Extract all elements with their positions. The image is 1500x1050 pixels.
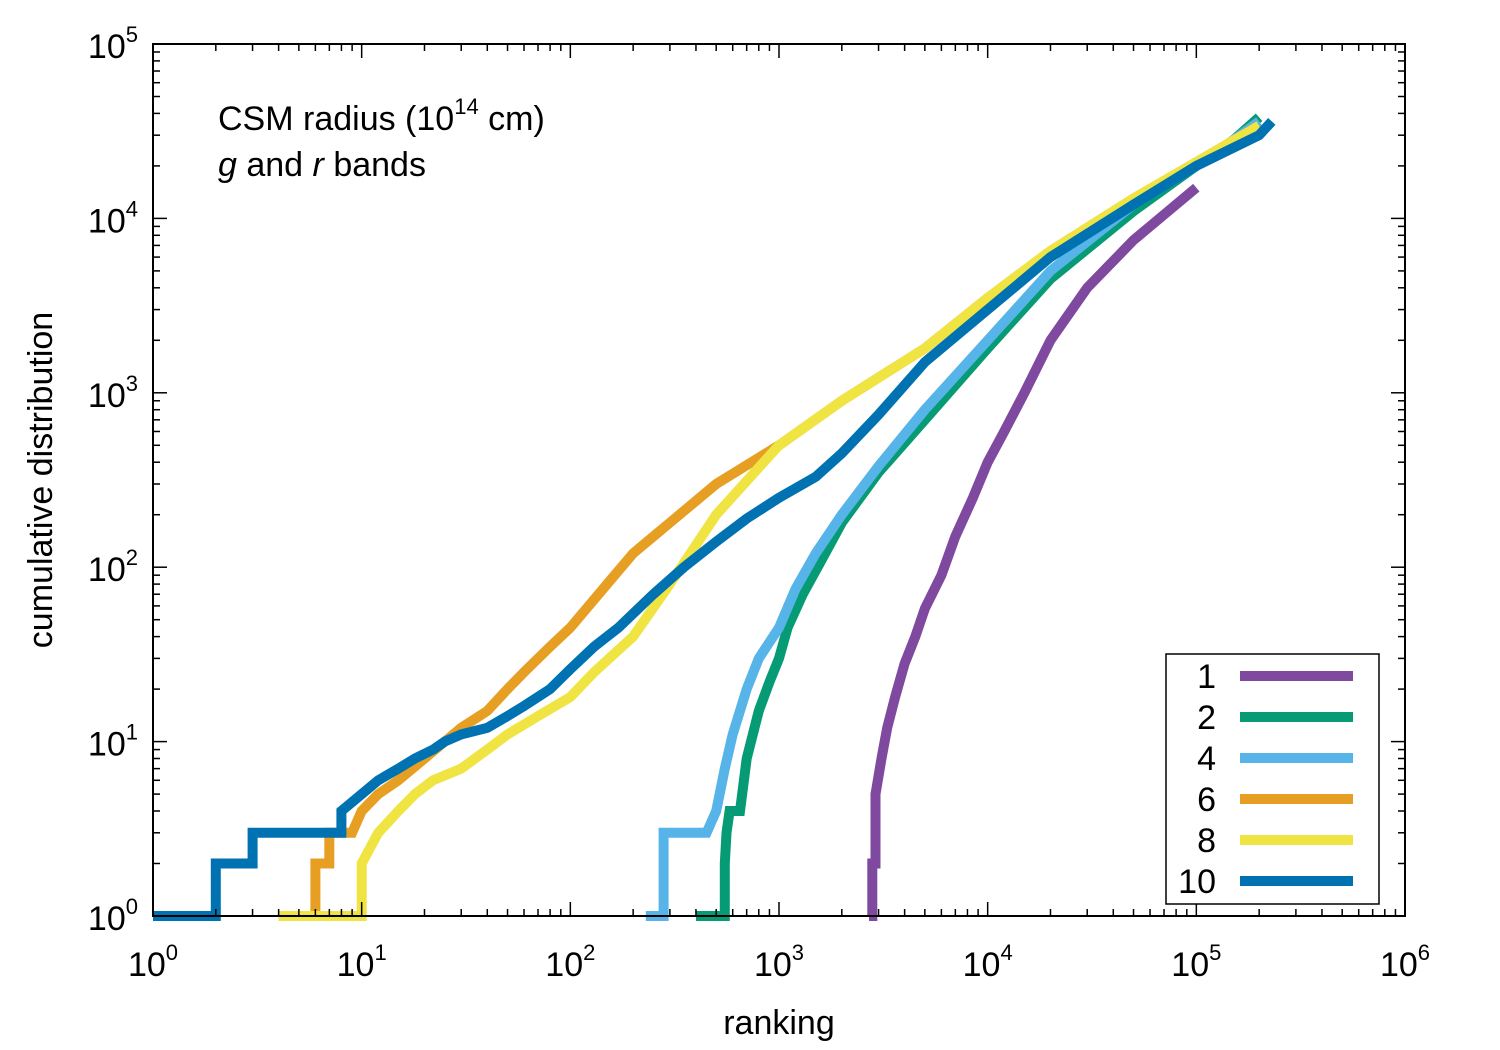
x-tick-base: 10 xyxy=(1171,946,1209,984)
legend-label: 6 xyxy=(1197,781,1216,819)
x-tick-base: 10 xyxy=(337,946,375,984)
legend-box xyxy=(1165,653,1380,905)
y-tick-exponent: 1 xyxy=(126,720,138,745)
series-line-2 xyxy=(696,113,1263,921)
y-tick-label: 104 xyxy=(88,196,138,240)
legend-label: 1 xyxy=(1197,658,1216,696)
y-tick-base: 10 xyxy=(88,202,126,240)
legend-entry-10: 10 xyxy=(1178,863,1353,901)
y-tick-exponent: 5 xyxy=(126,22,138,47)
x-tick-base: 10 xyxy=(545,946,583,984)
x-tick-label: 101 xyxy=(337,940,387,984)
x-tick-base: 10 xyxy=(1380,946,1418,984)
legend-entry-8: 8 xyxy=(1197,822,1353,860)
x-tick-exponent: 5 xyxy=(1209,940,1221,965)
legend-entry-1: 1 xyxy=(1197,658,1353,696)
legend-entry-6: 6 xyxy=(1197,781,1353,819)
x-tick-exponent: 2 xyxy=(583,940,595,965)
y-tick-exponent: 2 xyxy=(126,545,138,570)
x-tick-label: 103 xyxy=(754,940,804,984)
x-axis-label: ranking xyxy=(723,1004,835,1042)
legend-label: 4 xyxy=(1197,740,1216,778)
x-tick-exponent: 6 xyxy=(1418,940,1430,965)
y-tick-label: 101 xyxy=(88,720,138,764)
annotation-prefix: CSM radius (10 xyxy=(218,100,454,138)
annotation-bands: bands xyxy=(324,146,426,184)
x-tick-label: 100 xyxy=(128,940,178,984)
y-tick-exponent: 3 xyxy=(126,371,138,396)
y-tick-base: 10 xyxy=(88,551,126,589)
series-line-8 xyxy=(278,121,1262,921)
legend-label: 2 xyxy=(1197,699,1216,737)
annotation-line-1: CSM radius (1014 cm) xyxy=(218,94,545,138)
x-tick-base: 10 xyxy=(128,946,166,984)
x-tick-exponent: 0 xyxy=(166,940,178,965)
x-tick-label: 102 xyxy=(545,940,595,984)
series-line-6 xyxy=(307,121,1262,921)
legend-entry-2: 2 xyxy=(1197,699,1353,737)
annotation-r: r xyxy=(313,146,326,184)
annotation-superscript: 14 xyxy=(454,94,478,119)
legend-entry-4: 4 xyxy=(1197,740,1353,778)
x-tick-exponent: 4 xyxy=(1000,940,1012,965)
x-tick-label: 106 xyxy=(1380,940,1430,984)
y-tick-label: 103 xyxy=(88,371,138,415)
y-tick-label: 100 xyxy=(88,894,138,938)
y-tick-label: 105 xyxy=(88,22,138,66)
x-tick-exponent: 1 xyxy=(374,940,386,965)
x-tick-base: 10 xyxy=(963,946,1001,984)
x-tick-labels: 100 101 102 103 104 105 106 xyxy=(128,940,1430,984)
tick-layer xyxy=(152,43,1406,917)
y-tick-base: 10 xyxy=(88,28,126,66)
y-tick-exponent: 4 xyxy=(126,196,138,221)
y-tick-base: 10 xyxy=(88,900,126,938)
y-tick-base: 10 xyxy=(88,726,126,764)
x-tick-exponent: 3 xyxy=(792,940,804,965)
y-axis-label: cumulative distribution xyxy=(22,312,60,648)
series-line-10 xyxy=(153,118,1276,921)
y-tick-exponent: 0 xyxy=(126,894,138,919)
y-tick-base: 10 xyxy=(88,377,126,415)
annotation-suffix: cm) xyxy=(479,100,545,138)
series-layer xyxy=(153,113,1276,921)
annotation-g: g xyxy=(218,146,237,184)
legend-label: 10 xyxy=(1178,863,1216,901)
y-tick-label: 102 xyxy=(88,545,138,589)
legend-label: 8 xyxy=(1197,822,1216,860)
annotation-line-2: g and r bands xyxy=(218,146,426,184)
annotation-and: and xyxy=(237,146,313,184)
series-line-1 xyxy=(867,183,1200,921)
x-tick-label: 105 xyxy=(1171,940,1221,984)
x-tick-label: 104 xyxy=(963,940,1013,984)
x-tick-base: 10 xyxy=(754,946,792,984)
